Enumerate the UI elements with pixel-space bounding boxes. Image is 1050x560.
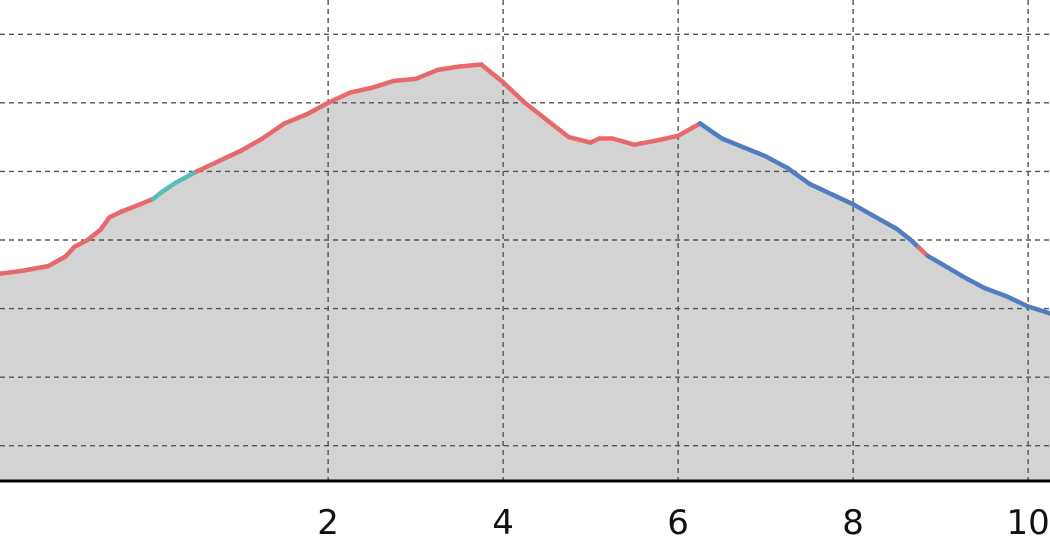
profile-line-layer [0,62,1050,316]
profile-segment [85,227,103,243]
profile-segment [435,64,462,73]
profile-segment [413,67,440,82]
x-tick-label: 4 [492,503,514,543]
x-tick-label: 10 [1006,503,1049,543]
profile-segment [785,165,812,187]
profile-segment [98,215,112,232]
profile-segment [654,133,681,143]
profile-segment [850,202,878,219]
profile-segment [500,80,528,106]
profile-segment [632,138,659,147]
profile-segment [925,253,943,266]
profile-segment [829,191,856,207]
profile-segment [544,117,572,140]
x-tick-labels: 2 4 6 8 10 [317,503,1049,543]
profile-segment [325,90,353,106]
profile-segment [107,208,125,220]
profile-segment [938,261,965,279]
profile-segment [45,254,68,269]
profile-segment [0,268,25,276]
profile-segment [391,76,418,84]
profile-segment [719,136,747,150]
profile-segment [282,112,309,126]
profile-segment [697,121,725,141]
profile-segment [238,136,265,154]
profile-segment [894,226,913,242]
profile-segment [172,169,200,186]
profile-segment [72,237,90,250]
x-tick-label: 6 [667,503,689,543]
profile-segment [807,181,834,197]
profile-segment [675,121,703,139]
profile-segment [872,214,900,232]
profile-segment [982,285,1009,299]
profile-segment [522,100,550,123]
profile-segment [347,85,375,95]
profile-segment [194,158,222,174]
profile-segment [566,134,593,145]
profile-segment [120,202,143,214]
profile-segment [479,62,506,85]
profile-segment [1025,304,1050,316]
profile-segment [19,263,51,274]
profile-segment [260,121,287,141]
profile-segment [457,62,484,69]
profile-segment [304,100,331,117]
profile-segment [763,154,790,171]
profile-segment [369,78,397,91]
area-fill-layer [0,64,1050,480]
x-tick-label: 8 [842,503,864,543]
profile-segment [1004,293,1031,309]
area-fill [0,64,1050,480]
profile-segment [159,180,178,195]
profile-segment [741,145,768,159]
profile-segment [960,274,987,291]
profile-segment [610,136,637,147]
profile-segment [216,148,243,164]
x-tick-label: 2 [317,503,339,543]
profile-segment [137,196,156,207]
